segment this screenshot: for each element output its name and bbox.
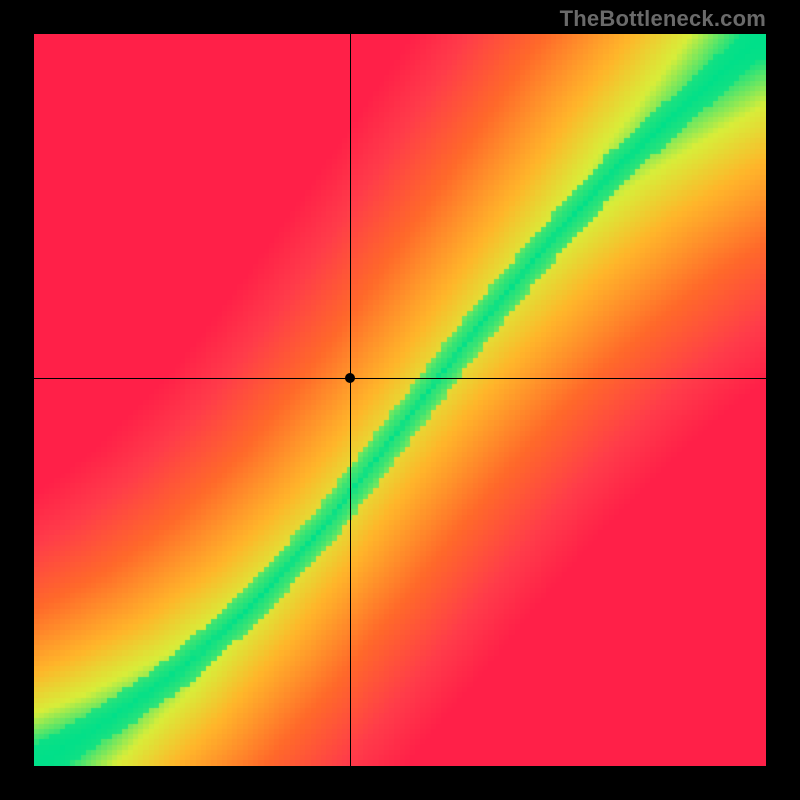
bottleneck-heatmap [34,34,766,766]
watermark-text: TheBottleneck.com [560,6,766,32]
crosshair-vertical [350,34,351,766]
crosshair-horizontal [34,378,766,379]
